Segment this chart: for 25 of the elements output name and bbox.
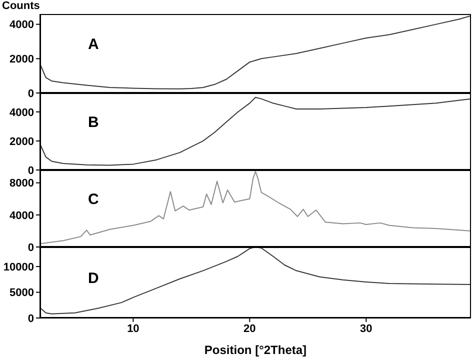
- line-series: [40, 15, 471, 90]
- x-tick-label: 30: [360, 322, 372, 335]
- y-axis-title: Counts: [2, 0, 40, 13]
- y-tick-label: 0: [28, 242, 34, 254]
- line-series: [40, 96, 471, 166]
- y-tick-label: 10000: [3, 261, 34, 274]
- y-tick-label: 4000: [10, 210, 34, 222]
- y-tick-label: 8000: [10, 178, 34, 190]
- x-tick-label: 20: [244, 322, 256, 335]
- line-series: [40, 171, 471, 244]
- line-series: [40, 247, 471, 314]
- x-tick-label: 10: [127, 322, 140, 335]
- y-tick-label: 2000: [10, 136, 34, 148]
- annotation: D: [88, 270, 99, 286]
- annotation: B: [88, 114, 99, 131]
- y-tick-label: 0: [28, 312, 34, 325]
- y-tick-label: 4000: [10, 19, 34, 32]
- annotation: A: [88, 36, 99, 53]
- y-tick-label: 0: [28, 88, 34, 100]
- y-tick-label: 5000: [10, 287, 34, 300]
- y-tick-label: 0: [28, 164, 34, 177]
- annotation: C: [88, 191, 99, 208]
- y-tick-label: 4000: [10, 106, 34, 119]
- y-tick-label: 2000: [10, 54, 34, 66]
- x-axis-title: Position [°2Theta]: [204, 343, 307, 357]
